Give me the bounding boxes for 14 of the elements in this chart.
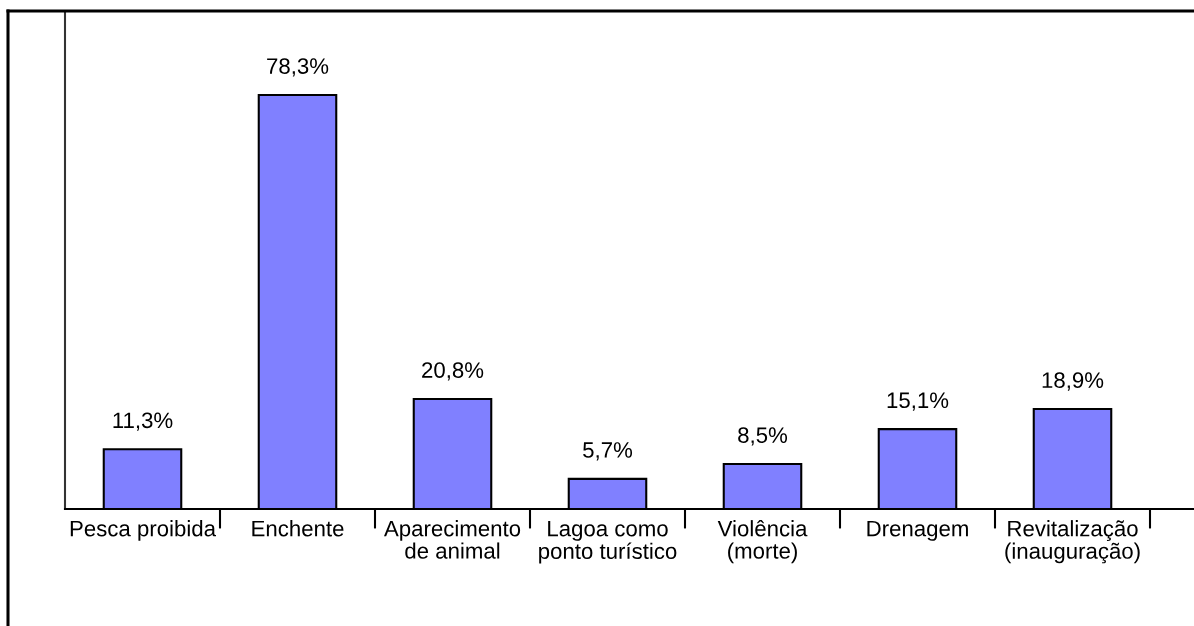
data-label: 78,3% — [267, 58, 329, 77]
x-tick-label: Aparecimento de animal — [383, 520, 521, 559]
x-tick-label: Pesca proibida — [70, 520, 217, 541]
data-label: 18,9% — [1042, 372, 1104, 391]
data-label: 11,3% — [113, 412, 173, 431]
x-tick-label: Lagoa como ponto turístico — [539, 520, 677, 564]
x-tick-label: Revitalização (inauguração) — [1005, 520, 1140, 564]
x-tick-label: Drenagem — [867, 520, 968, 541]
data-label: 8,5% — [738, 427, 788, 446]
data-label: 15,1% — [887, 392, 949, 411]
data-label: 20,8% — [422, 362, 484, 381]
x-tick-label: Enchente — [252, 520, 344, 537]
x-tick-label: Violência (morte) — [717, 520, 808, 564]
data-label: 5,7% — [583, 442, 633, 461]
